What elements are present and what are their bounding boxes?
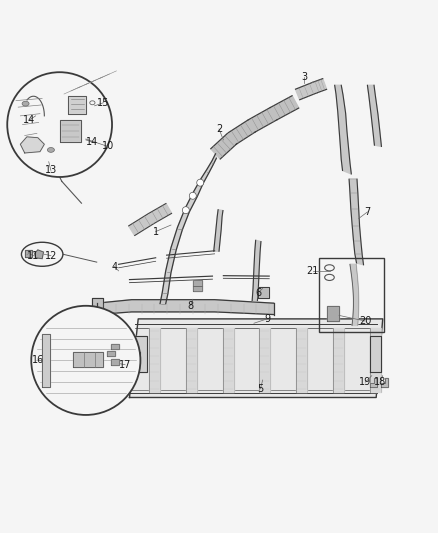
Polygon shape <box>313 79 327 93</box>
Polygon shape <box>186 328 197 392</box>
Text: 16: 16 <box>32 356 44 365</box>
Text: 9: 9 <box>264 314 270 324</box>
Polygon shape <box>296 82 317 100</box>
Text: 3: 3 <box>301 71 307 82</box>
Polygon shape <box>248 108 277 132</box>
Text: 1: 1 <box>152 227 159 237</box>
Polygon shape <box>367 85 381 147</box>
Circle shape <box>7 72 112 177</box>
Polygon shape <box>25 251 32 257</box>
Ellipse shape <box>22 101 29 106</box>
Text: 18: 18 <box>374 377 387 387</box>
Polygon shape <box>111 344 119 350</box>
Polygon shape <box>370 336 381 372</box>
Polygon shape <box>350 264 359 326</box>
Polygon shape <box>130 319 383 398</box>
Polygon shape <box>370 328 381 392</box>
Polygon shape <box>327 306 339 321</box>
Polygon shape <box>73 352 103 367</box>
Polygon shape <box>349 179 364 265</box>
Polygon shape <box>296 328 307 392</box>
Polygon shape <box>214 210 223 251</box>
Polygon shape <box>97 300 274 314</box>
Text: 20: 20 <box>359 316 371 326</box>
Text: 11: 11 <box>27 251 39 261</box>
Polygon shape <box>333 328 344 392</box>
Polygon shape <box>370 378 378 386</box>
Polygon shape <box>107 351 115 356</box>
Polygon shape <box>223 328 233 392</box>
Circle shape <box>132 353 138 358</box>
Text: 2: 2 <box>216 124 222 134</box>
Text: 10: 10 <box>102 141 114 151</box>
Polygon shape <box>149 328 160 392</box>
Circle shape <box>132 343 138 348</box>
Polygon shape <box>20 137 44 153</box>
Polygon shape <box>42 334 50 386</box>
Ellipse shape <box>21 243 63 266</box>
Text: 21: 21 <box>307 266 319 276</box>
Polygon shape <box>130 336 147 372</box>
Polygon shape <box>129 214 154 236</box>
Circle shape <box>189 192 196 199</box>
Bar <box>319 258 384 332</box>
Polygon shape <box>111 359 119 365</box>
Text: 15: 15 <box>97 98 110 108</box>
Polygon shape <box>228 120 255 144</box>
Text: 8: 8 <box>187 301 194 311</box>
Circle shape <box>31 306 141 415</box>
Polygon shape <box>35 250 43 259</box>
Polygon shape <box>252 240 261 301</box>
Polygon shape <box>270 96 299 120</box>
Text: 14: 14 <box>23 115 35 125</box>
Text: 19: 19 <box>359 377 371 387</box>
Text: 7: 7 <box>364 207 371 217</box>
Polygon shape <box>60 120 81 142</box>
Polygon shape <box>259 328 270 392</box>
Text: 13: 13 <box>45 165 57 175</box>
Circle shape <box>132 364 138 369</box>
Polygon shape <box>211 133 237 159</box>
Ellipse shape <box>47 148 54 152</box>
Text: 12: 12 <box>45 251 57 261</box>
Circle shape <box>197 179 204 186</box>
Polygon shape <box>160 154 216 304</box>
Text: 4: 4 <box>111 262 117 271</box>
Polygon shape <box>68 96 86 114</box>
Polygon shape <box>92 298 103 316</box>
Polygon shape <box>193 286 201 292</box>
Circle shape <box>182 207 189 214</box>
Text: 5: 5 <box>258 384 264 394</box>
Text: 6: 6 <box>255 288 261 298</box>
Polygon shape <box>258 287 269 298</box>
Text: 14: 14 <box>86 137 99 147</box>
Polygon shape <box>193 280 201 286</box>
Polygon shape <box>381 378 389 386</box>
Polygon shape <box>335 85 351 174</box>
Polygon shape <box>148 204 172 223</box>
Text: 17: 17 <box>119 360 131 370</box>
